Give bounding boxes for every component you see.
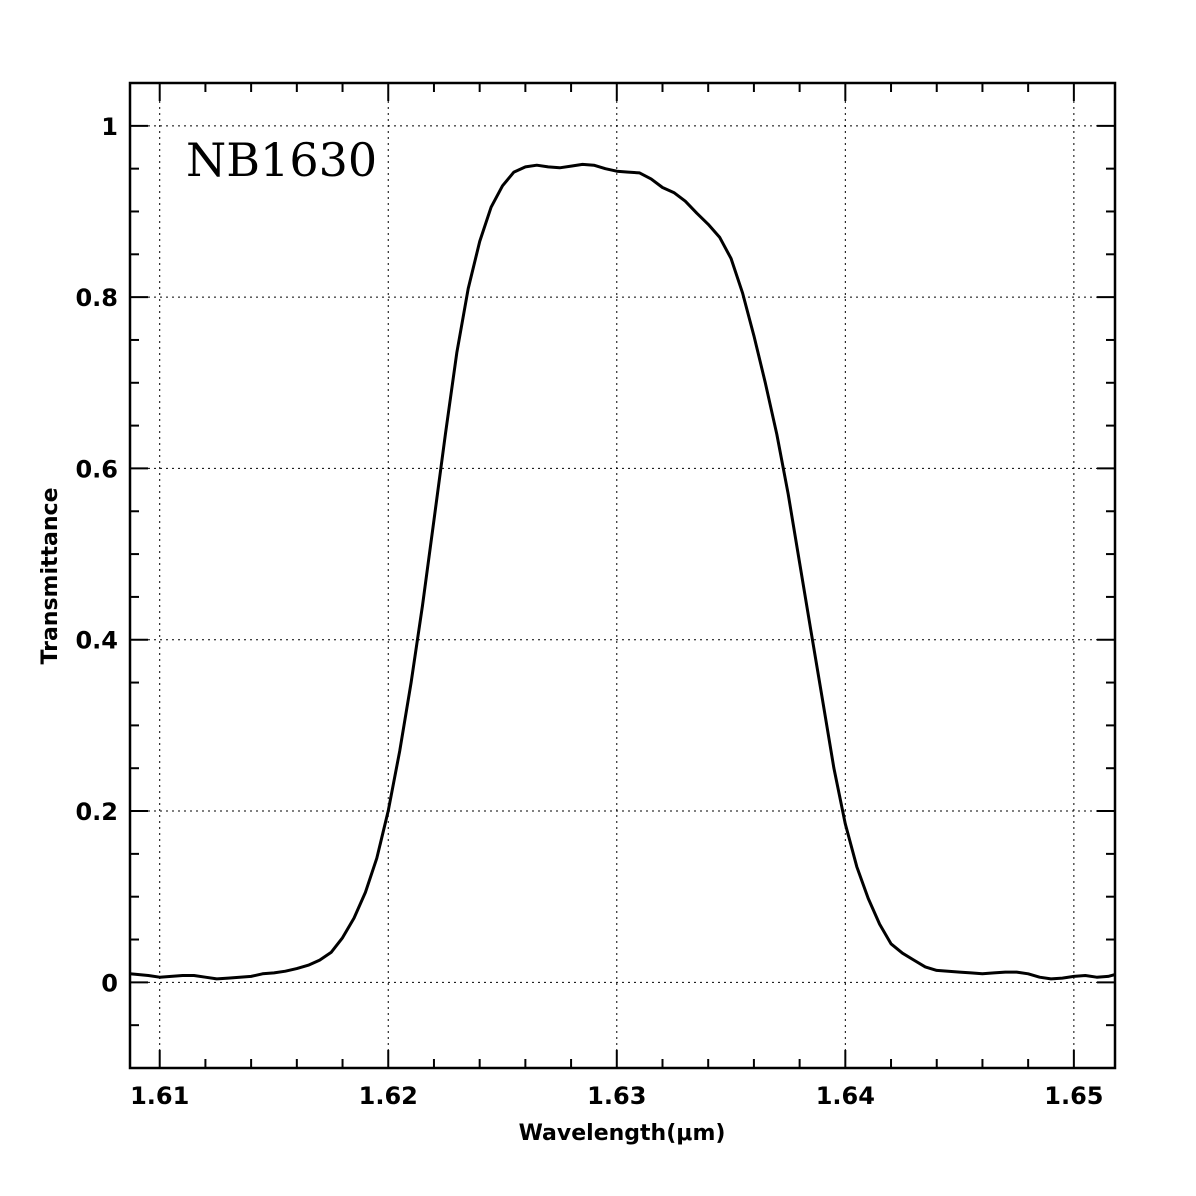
x-tick-label: 1.63 — [587, 1082, 646, 1110]
x-tick-label: 1.61 — [130, 1082, 189, 1110]
x-tick-label: 1.64 — [816, 1082, 875, 1110]
x-tick-label: 1.65 — [1044, 1082, 1103, 1110]
y-tick-label: 0 — [101, 969, 118, 997]
y-tick-label: 0.8 — [75, 284, 118, 312]
y-tick-label: 0.4 — [75, 627, 118, 655]
series-layer — [129, 162, 1116, 981]
y-tick-label: 1 — [101, 113, 118, 141]
x-tick-label: 1.62 — [359, 1082, 418, 1110]
y-tick-label: 0.2 — [75, 798, 118, 826]
axis-ticks — [130, 82, 1115, 1069]
x-axis-label: Wavelength(μm) — [519, 1121, 726, 1146]
tick-labels: 1.61 1.62 1.63 1.64 1.65 0 0.2 0.4 0.6 0.8 1 — [75, 113, 1103, 1110]
plot-frame — [128, 81, 1117, 1070]
transmittance-curve — [129, 162, 1116, 981]
filter-name-label: NB1630 — [186, 133, 377, 187]
y-tick-label: 0.6 — [75, 455, 118, 483]
y-axis-label: Transmittance — [38, 487, 63, 664]
grid — [130, 83, 1115, 1068]
